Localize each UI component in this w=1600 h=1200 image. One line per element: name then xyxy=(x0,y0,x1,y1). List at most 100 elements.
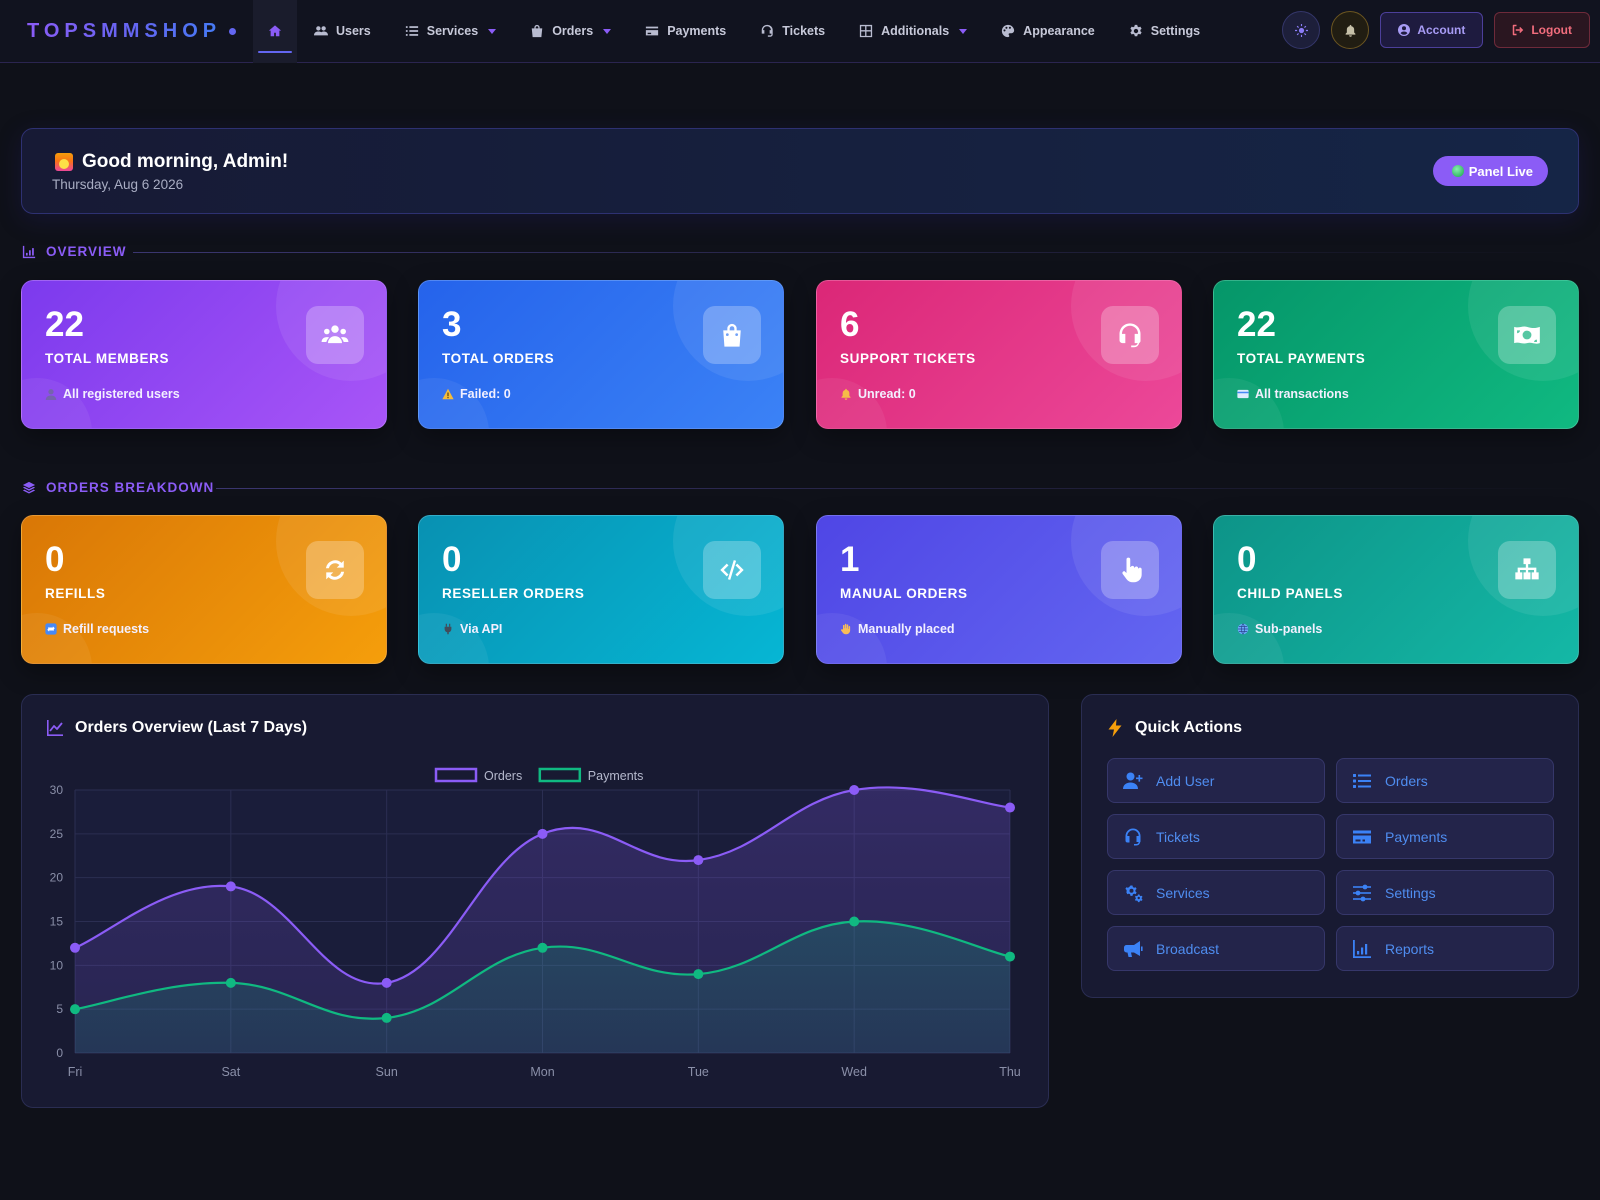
data-point-orders xyxy=(1005,802,1015,813)
nav-payments[interactable]: Payments xyxy=(628,0,743,63)
nav-home[interactable] xyxy=(253,0,297,63)
quick-action-label[interactable]: Tickets xyxy=(1156,828,1200,845)
quick-action-label[interactable]: Services xyxy=(1156,884,1210,901)
divider xyxy=(133,252,1579,253)
quick-action-label[interactable]: Settings xyxy=(1385,884,1436,901)
x-tick-label: Wed xyxy=(841,1065,867,1079)
globe-icon xyxy=(1237,623,1249,635)
logout-button[interactable]: Logout xyxy=(1494,12,1590,48)
welcome-banner: Good morning, Admin! Thursday, Aug 6 202… xyxy=(21,128,1579,214)
pointer-hand-icon xyxy=(1122,557,1142,583)
overview-section-title: OVERVIEW xyxy=(22,244,127,259)
code-icon-box xyxy=(703,541,761,599)
quick-actions-title: Quick Actions xyxy=(1106,719,1242,737)
stat-subtext: Via API xyxy=(442,622,502,636)
shopping-bag-icon xyxy=(723,323,741,347)
notifications-button[interactable] xyxy=(1331,11,1370,49)
brand-logo-text[interactable]: TOPSMMSHOP xyxy=(27,19,222,42)
quick-action-broadcast[interactable]: Broadcast xyxy=(1107,926,1325,971)
stat-card-refills[interactable]: 0 REFILLS Refill requests xyxy=(21,515,387,664)
breakdown-title-text: ORDERS BREAKDOWN xyxy=(46,480,215,495)
quick-action-label[interactable]: Reports xyxy=(1385,940,1435,957)
line-chart-icon xyxy=(47,720,63,736)
quick-action-services[interactable]: Services xyxy=(1107,870,1325,915)
series-area-payments xyxy=(75,921,1010,1053)
user-plus-icon xyxy=(1123,772,1143,789)
nav-users[interactable]: Users xyxy=(297,0,388,63)
panel-live-badge: Panel Live xyxy=(1432,156,1548,186)
data-point-payments xyxy=(849,916,860,927)
brand-logo[interactable]: TOPSMMSHOP xyxy=(27,20,247,43)
data-point-orders xyxy=(537,828,548,839)
account-label[interactable]: Account xyxy=(1417,23,1466,37)
sliders-icon xyxy=(1353,884,1371,901)
quick-actions-panel: Quick Actions Add User Orders Tickets Pa… xyxy=(1081,694,1579,998)
plug-icon xyxy=(444,623,452,635)
stat-label: SUPPORT TICKETS xyxy=(840,351,976,366)
stat-card-total-members[interactable]: 22 TOTAL MEMBERS All registered users xyxy=(21,280,387,429)
greeting-title: Good morning, Admin! xyxy=(82,151,289,172)
nav-tickets-label[interactable]: Tickets xyxy=(782,24,826,38)
stat-card-total-payments[interactable]: 22 TOTAL PAYMENTS All transactions xyxy=(1213,280,1579,429)
globe-icon xyxy=(1451,165,1464,177)
list-icon xyxy=(1353,773,1371,788)
chart-panel-title: Orders Overview (Last 7 Days) xyxy=(46,719,307,737)
stat-card-child-panels[interactable]: 0 CHILD PANELS Sub-panels xyxy=(1213,515,1579,664)
stat-value: 22 xyxy=(45,305,84,344)
warning-icon xyxy=(442,388,454,400)
nav-settings-label[interactable]: Settings xyxy=(1150,24,1201,38)
stat-label: REFILLS xyxy=(45,586,106,601)
cogs-icon xyxy=(1125,885,1143,902)
quick-action-tickets[interactable]: Tickets xyxy=(1107,814,1325,859)
stat-value: 3 xyxy=(442,305,462,344)
nav-settings[interactable]: Settings xyxy=(1112,0,1217,63)
stat-label: CHILD PANELS xyxy=(1237,586,1343,601)
nav-services-label[interactable]: Services xyxy=(426,24,479,38)
stat-subtext-label: Sub-panels xyxy=(1255,622,1323,636)
stat-card-total-orders[interactable]: 3 TOTAL ORDERS Failed: 0 xyxy=(418,280,784,429)
nav-additionals-label[interactable]: Additionals xyxy=(881,24,950,38)
divider xyxy=(216,488,1579,489)
quick-action-settings[interactable]: Settings xyxy=(1336,870,1554,915)
stat-card-support-tickets[interactable]: 6 SUPPORT TICKETS Unread: 0 xyxy=(816,280,1182,429)
repeat-icon xyxy=(45,623,57,635)
stat-value: 22 xyxy=(1237,305,1276,344)
quick-action-add-user[interactable]: Add User xyxy=(1107,758,1325,803)
stat-value: 1 xyxy=(840,540,860,579)
stat-subtext: All transactions xyxy=(1237,387,1349,401)
quick-action-orders[interactable]: Orders xyxy=(1336,758,1554,803)
stat-card-reseller-orders[interactable]: 0 RESELLER ORDERS Via API xyxy=(418,515,784,664)
quick-action-label[interactable]: Add User xyxy=(1156,772,1215,789)
nav-users-label[interactable]: Users xyxy=(336,24,371,38)
quick-action-label[interactable]: Broadcast xyxy=(1156,940,1220,957)
stat-subtext-label: All registered users xyxy=(63,387,180,401)
account-button[interactable]: Account xyxy=(1380,12,1484,48)
user-icon xyxy=(45,389,57,400)
x-tick-label: Sat xyxy=(221,1065,240,1079)
quick-action-reports[interactable]: Reports xyxy=(1336,926,1554,971)
users-icon-box xyxy=(306,306,364,364)
nav-payments-label[interactable]: Payments xyxy=(667,24,727,38)
overview-title-text: OVERVIEW xyxy=(46,244,127,259)
nav-appearance[interactable]: Appearance xyxy=(984,0,1112,63)
stat-card-manual-orders[interactable]: 1 MANUAL ORDERS Manually placed xyxy=(816,515,1182,664)
quick-action-label[interactable]: Orders xyxy=(1385,772,1428,789)
y-tick-label: 5 xyxy=(56,1002,63,1016)
chart-bar-icon xyxy=(22,245,36,258)
theme-toggle-button[interactable] xyxy=(1282,11,1321,49)
stat-subtext-label: Via API xyxy=(460,622,503,636)
gear-icon xyxy=(1130,24,1142,37)
nav-orders[interactable]: Orders xyxy=(513,0,628,63)
nav-appearance-label[interactable]: Appearance xyxy=(1023,24,1095,38)
quick-action-payments[interactable]: Payments xyxy=(1336,814,1554,859)
quick-action-label[interactable]: Payments xyxy=(1385,828,1448,845)
nav-services[interactable]: Services xyxy=(388,0,513,63)
nav-tickets[interactable]: Tickets xyxy=(743,0,842,63)
stat-subtext: Unread: 0 xyxy=(840,387,916,401)
stat-subtext: Manually placed xyxy=(840,622,955,636)
money-icon xyxy=(1514,326,1540,344)
nav-orders-label[interactable]: Orders xyxy=(552,24,594,38)
nav-additionals[interactable]: Additionals xyxy=(842,0,984,63)
credit-card-icon xyxy=(1237,389,1249,399)
logout-label[interactable]: Logout xyxy=(1531,23,1572,37)
